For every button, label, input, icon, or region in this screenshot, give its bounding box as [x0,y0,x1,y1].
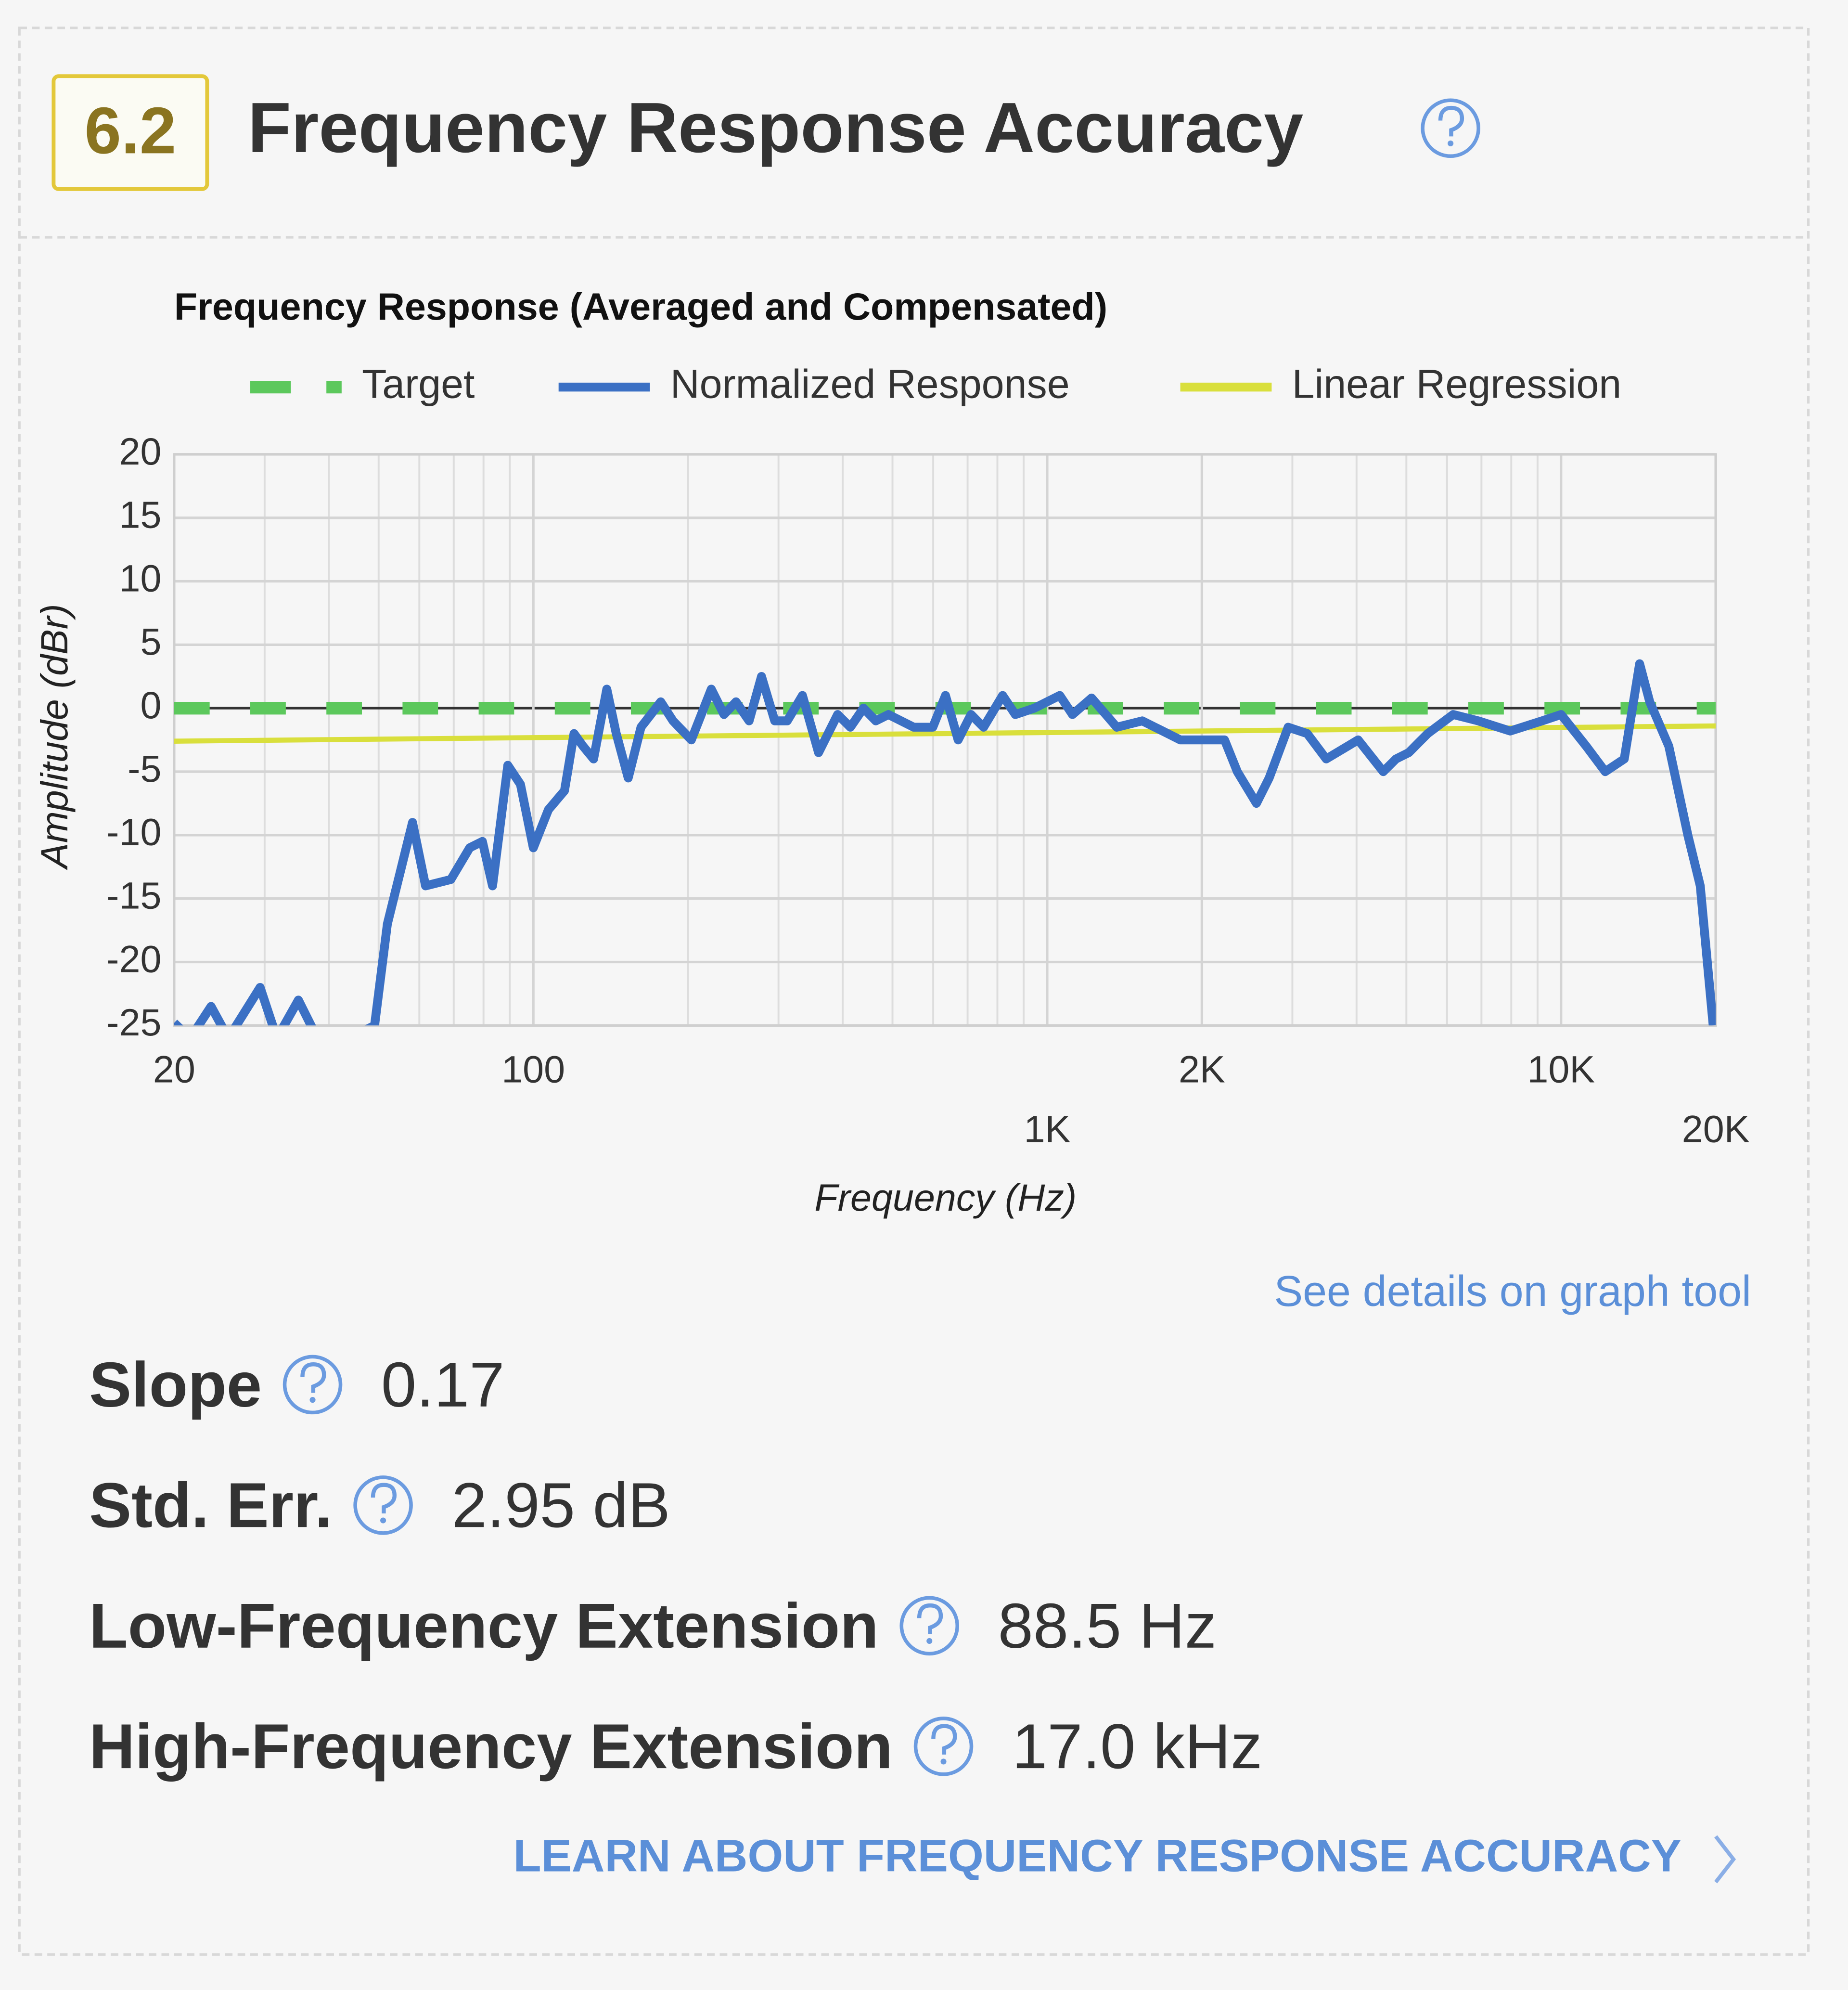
help-circle [913,1717,974,1776]
stat-value: 17.0 kHz [1012,1711,1262,1782]
help-icon[interactable] [899,1596,960,1656]
x-tick-label: 2K [1179,1048,1225,1091]
help-circle [1421,98,1480,158]
stat-value: 2.95 dB [451,1470,670,1540]
x-tick-label: 20 [153,1048,195,1091]
help-mark [1438,105,1464,137]
stat-label: High-Frequency Extension [89,1711,893,1782]
y-tick-label: -25 [106,1001,161,1044]
help-mark [917,1603,943,1634]
chart-title: Frequency Response (Averaged and Compens… [174,285,1107,328]
x-tick-label: 1K [1024,1108,1071,1150]
help-dot [309,1396,316,1403]
y-tick-label: -20 [106,937,161,980]
help-icon[interactable] [282,1355,343,1415]
help-dot [940,1758,947,1765]
card-border [18,26,1810,1956]
chevron [1714,1835,1736,1884]
y-axis-label: Amplitude (dBr) [33,604,76,870]
help-circle [282,1355,343,1415]
stat-label: Std. Err. [89,1470,332,1540]
help-icon[interactable] [913,1717,974,1776]
legend-label: Normalized Response [670,361,1070,406]
y-tick-label: 20 [119,430,162,473]
stat-label: Slope [89,1349,262,1420]
y-tick-label: -15 [106,874,161,917]
series-line [174,723,1716,744]
series-line [174,659,1716,1026]
help-circle [899,1596,960,1656]
y-tick-label: -10 [106,811,161,853]
stat-label: Low-Frequency Extension [89,1590,879,1661]
y-tick-label: 5 [140,620,161,663]
legend-label: Linear Regression [1292,361,1622,406]
help-mark [300,1362,326,1393]
score-box [51,74,209,191]
section-title: Frequency Response Accuracy [248,88,1303,168]
y-tick-label: 15 [119,493,162,536]
y-tick-label: 10 [119,556,162,599]
x-axis-label: Frequency (Hz) [814,1176,1077,1219]
help-circle [353,1475,413,1535]
score: 6.2 [85,94,177,168]
help-mark [371,1483,397,1514]
x-tick-label: 10K [1527,1048,1595,1091]
learn-link[interactable]: LEARN ABOUT FREQUENCY RESPONSE ACCURACY [513,1831,1681,1882]
stat-value: 0.17 [381,1349,505,1420]
help-dot [1448,140,1454,146]
help-icon[interactable] [353,1475,413,1535]
help-dot [926,1638,933,1644]
y-tick-label: 0 [140,684,161,726]
help-dot [380,1517,386,1524]
y-tick-label: -5 [128,747,161,790]
stat-value: 88.5 Hz [998,1590,1217,1661]
help-mark [931,1724,957,1755]
help-icon[interactable] [1421,98,1480,158]
legend-label: Target [362,361,475,406]
x-tick-label: 20K [1682,1108,1750,1150]
x-tick-label: 100 [501,1048,565,1091]
graph-link[interactable]: See details on graph tool [1274,1267,1751,1315]
